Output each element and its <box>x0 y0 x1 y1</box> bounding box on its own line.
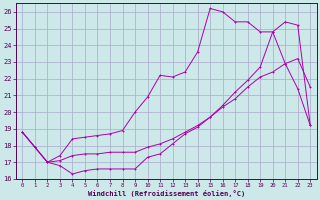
X-axis label: Windchill (Refroidissement éolien,°C): Windchill (Refroidissement éolien,°C) <box>88 190 245 197</box>
